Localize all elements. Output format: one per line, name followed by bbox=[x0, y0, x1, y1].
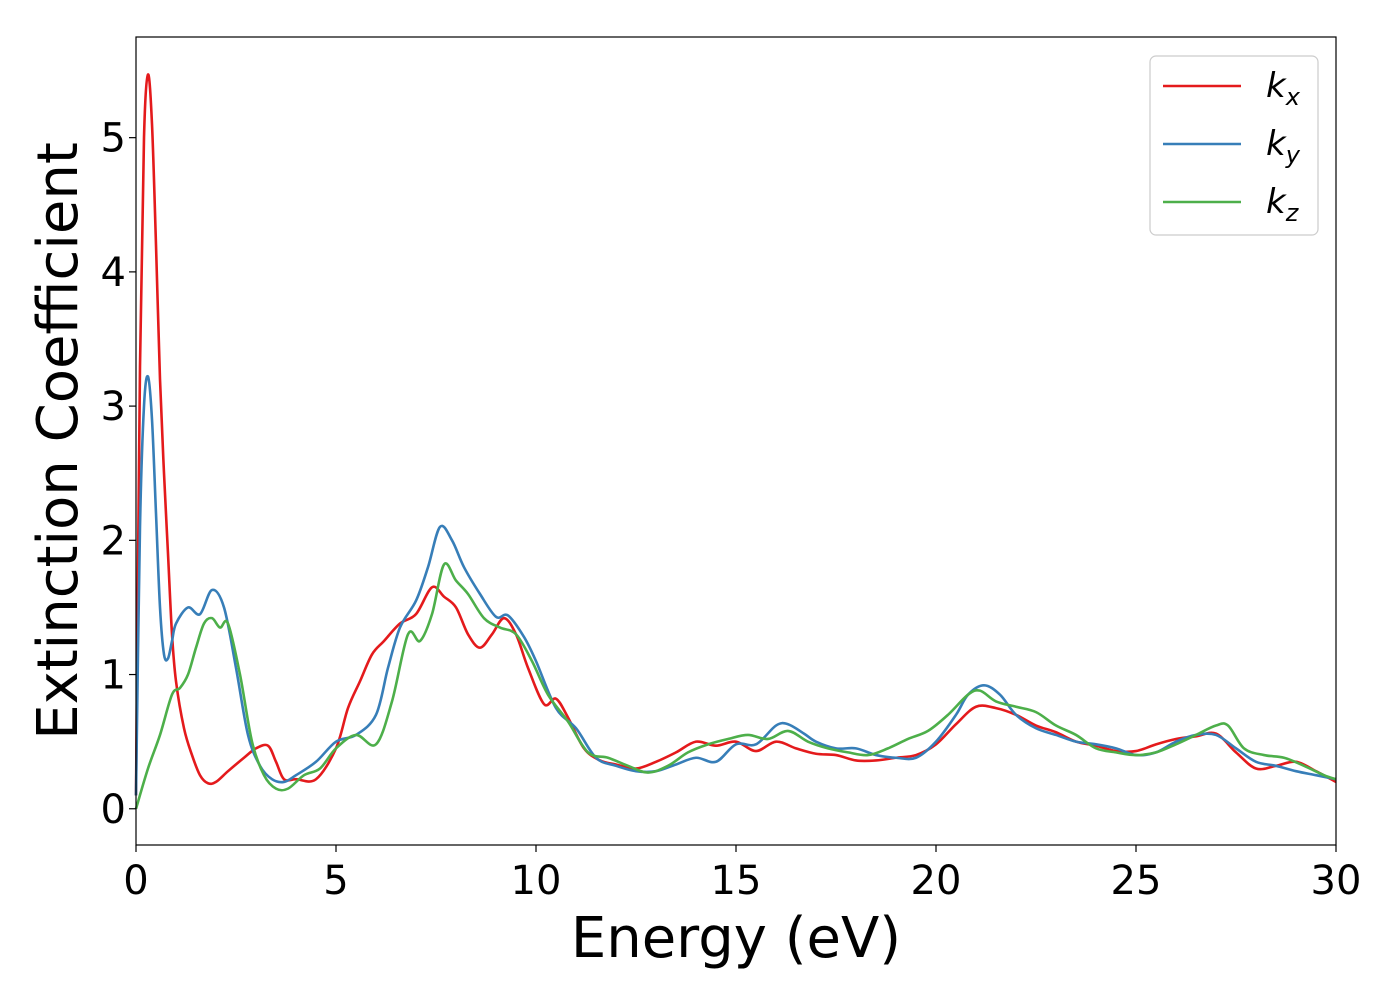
x-tick-label: 15 bbox=[711, 858, 762, 904]
y-axis-title: Extinction Coefficient bbox=[26, 142, 91, 740]
y-axis-ticks: 0 1 2 3 4 5 bbox=[101, 116, 136, 833]
legend-box bbox=[1149, 55, 1319, 236]
y-tick-label: 3 bbox=[101, 384, 126, 430]
y-tick-label: 5 bbox=[101, 116, 126, 162]
series-line-y bbox=[134, 374, 1337, 796]
legend-label-subscript: y bbox=[1285, 141, 1301, 169]
legend-label-main: k bbox=[1266, 66, 1287, 106]
x-axis-title: Energy (eV) bbox=[571, 906, 901, 971]
legend-label-main: k bbox=[1266, 182, 1287, 222]
legend-label-subscript: z bbox=[1285, 199, 1300, 227]
x-axis-ticks: 0 5 10 15 20 25 30 bbox=[123, 845, 1361, 904]
legend-label-x: kx bbox=[1266, 66, 1301, 111]
x-tick-label: 5 bbox=[323, 858, 348, 904]
x-tick-label: 20 bbox=[911, 858, 962, 904]
y-tick-label: 2 bbox=[101, 518, 126, 564]
legend-label-y: ky bbox=[1266, 124, 1301, 169]
x-tick-label: 10 bbox=[511, 858, 562, 904]
y-tick-label: 4 bbox=[101, 250, 126, 296]
series-line-z bbox=[134, 562, 1337, 810]
series-line-x bbox=[134, 73, 1337, 796]
legend-label-main: k bbox=[1266, 124, 1287, 164]
y-tick-label: 0 bbox=[101, 787, 126, 833]
x-tick-label: 25 bbox=[1111, 858, 1162, 904]
x-tick-label: 0 bbox=[123, 858, 148, 904]
legend-label-z: kz bbox=[1266, 182, 1300, 227]
y-tick-label: 1 bbox=[101, 653, 126, 699]
x-tick-label: 30 bbox=[1311, 858, 1362, 904]
legend-label-subscript: x bbox=[1285, 83, 1301, 111]
plot-lines bbox=[134, 73, 1337, 810]
